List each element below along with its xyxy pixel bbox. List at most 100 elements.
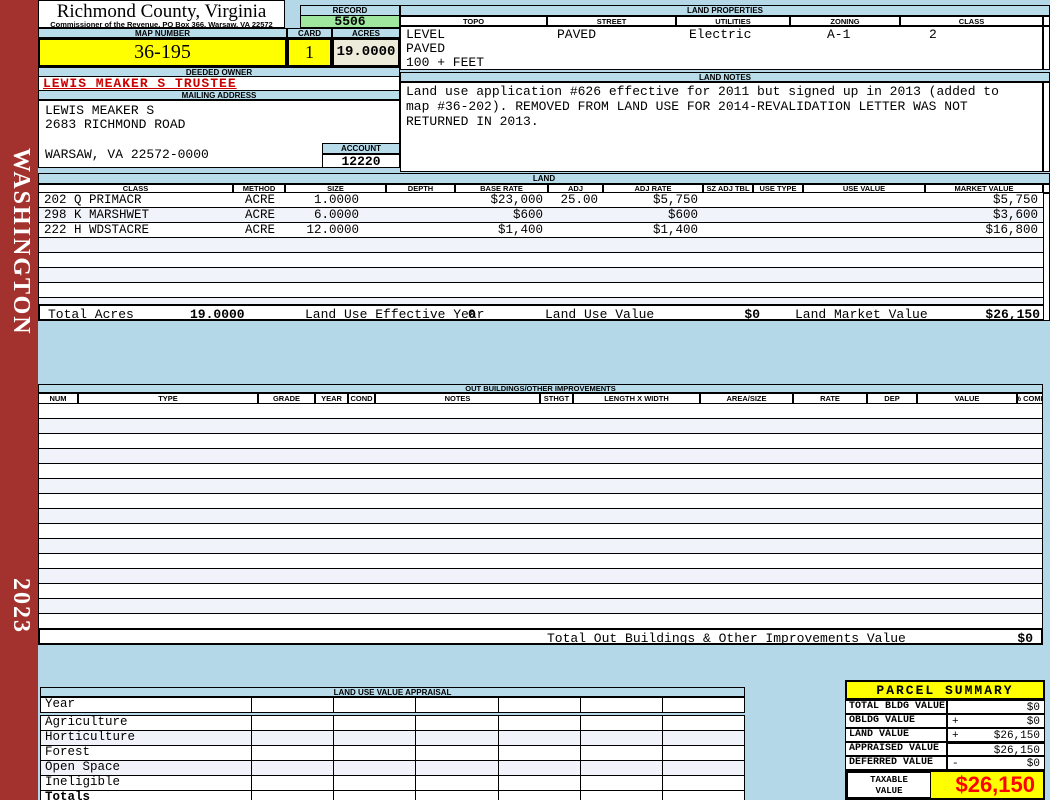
right-margin-cell [1043, 82, 1050, 172]
deeded-owner-row[interactable]: LEWIS MEAKER S TRUSTEE [38, 77, 400, 90]
appraisal-cell[interactable] [581, 716, 663, 730]
appraisal-row-ineligible: Ineligible [40, 775, 745, 791]
appraisal-cell[interactable] [252, 761, 335, 775]
deeded-owner-label: DEEDED OWNER [38, 67, 400, 77]
record-value[interactable]: 5506 [300, 15, 400, 28]
appraisal-cell[interactable] [416, 761, 499, 775]
land-market-value-label: Land Market Value [795, 307, 928, 322]
appraisal-cell[interactable] [252, 776, 335, 790]
acres-value[interactable]: 19.0000 [332, 38, 400, 67]
class-value[interactable]: 2 [929, 27, 937, 42]
land-use-value-label: Land Use Value [545, 307, 655, 322]
land-table-row[interactable]: 202 Q PRIMACR ACRE 1.0000 $23,000 25.00 … [39, 193, 1049, 208]
account-value[interactable]: 12220 [322, 154, 400, 168]
ps-row-value: $0 [1026, 758, 1040, 770]
land-table-row[interactable]: 298 K MARSHWET ACRE 6.0000 $600 $600 $3,… [39, 208, 1049, 223]
ob-col-cond: COND [348, 393, 375, 404]
appraisal-cell[interactable] [581, 761, 663, 775]
mailing-address-box[interactable]: LEWIS MEAKER S 2683 RICHMOND ROAD WARSAW… [38, 100, 400, 168]
appraisal-cell[interactable] [663, 698, 744, 712]
cell-class: 222 H WDSTACRE [44, 222, 150, 237]
appraisal-cell[interactable] [581, 698, 663, 712]
outbuildings-totals-row: Total Out Buildings & Other Improvements… [38, 628, 1043, 646]
appraisal-cell[interactable] [499, 698, 581, 712]
map-number-value[interactable]: 36-195 [38, 38, 287, 67]
land-col-adj-rate: ADJ RATE [603, 184, 703, 193]
appraisal-cell[interactable] [334, 761, 417, 775]
appraisal-cell[interactable] [416, 698, 499, 712]
land-properties-values-box: LEVEL PAVED 100 + FEET PAVED Electric A-… [400, 26, 1043, 70]
ob-col-dep: DEP [867, 393, 917, 404]
ob-col-rate: RATE [793, 393, 867, 404]
card-value[interactable]: 1 [287, 38, 332, 67]
appraisal-cell[interactable] [416, 716, 499, 730]
deeded-owner-value: LEWIS MEAKER S TRUSTEE [43, 76, 237, 91]
ob-col-sthgt: STHGT [540, 393, 573, 404]
land-properties-col-utilities: UTILITIES [676, 16, 790, 26]
appraisal-cell[interactable] [334, 746, 417, 760]
land-notes-box[interactable]: Land use application #626 effective for … [400, 82, 1043, 172]
topo-value[interactable]: LEVEL [406, 27, 446, 42]
appraisal-cell[interactable] [252, 746, 335, 760]
right-margin-cell [1043, 26, 1050, 70]
appraisal-row-horticulture: Horticulture [40, 730, 745, 746]
map-number-label: MAP NUMBER [38, 28, 287, 38]
appraisal-cell[interactable] [252, 716, 335, 730]
ob-col-num: NUM [38, 393, 78, 404]
ps-row-value: $0 [1026, 716, 1040, 728]
appraisal-row-agriculture: Agriculture [40, 715, 745, 731]
ob-empty-row [39, 494, 1042, 509]
zoning-value[interactable]: A-1 [827, 27, 851, 42]
appraisal-cell [334, 791, 417, 800]
outbuildings-title: OUT BUILDINGS/OTHER IMPROVEMENTS [38, 384, 1043, 393]
land-col-depth: DEPTH [386, 184, 455, 193]
appraisal-cell[interactable] [663, 716, 744, 730]
ps-row-sign: - [952, 758, 959, 770]
appraisal-row-open-space: Open Space [40, 760, 745, 776]
appraisal-cell[interactable] [499, 716, 581, 730]
appraisal-cell [663, 791, 744, 800]
appraisal-row-label: Ineligible [41, 776, 252, 790]
cell-base-rate: $23,000 [490, 192, 543, 207]
topo-value[interactable]: 100 + FEET [406, 55, 485, 70]
appraisal-cell[interactable] [416, 776, 499, 790]
sidebar: WASHINGTON 2023 [0, 0, 38, 800]
land-notes-line: Land use application #626 effective for … [406, 84, 999, 99]
appraisal-cell[interactable] [252, 731, 335, 745]
right-margin-cell [1043, 184, 1050, 193]
land-table-row[interactable]: 222 H WDSTACRE ACRE 12.0000 $1,400 $1,40… [39, 223, 1049, 238]
appraisal-cell[interactable] [663, 746, 744, 760]
appraisal-cell[interactable] [581, 746, 663, 760]
appraisal-cell[interactable] [663, 776, 744, 790]
utilities-value[interactable]: Electric [689, 27, 752, 42]
land-properties-col-topo: TOPO [400, 16, 547, 26]
appraisal-cell[interactable] [663, 761, 744, 775]
land-notes-line: RETURNED IN 2013. [406, 114, 539, 129]
appraisal-cell[interactable] [581, 731, 663, 745]
outbuildings-header-row: NUM TYPE GRADE YEAR COND NOTES STHGT LEN… [38, 393, 1043, 404]
land-properties-title: LAND PROPERTIES [400, 5, 1050, 16]
account-label: ACCOUNT [322, 143, 400, 154]
appraisal-cell[interactable] [416, 731, 499, 745]
appraisal-cell[interactable] [499, 746, 581, 760]
mailing-address-label: MAILING ADDRESS [38, 90, 400, 100]
appraisal-cell[interactable] [334, 698, 417, 712]
ob-col-year: YEAR [315, 393, 348, 404]
ps-row-sign: + [952, 716, 959, 728]
appraisal-cell[interactable] [334, 776, 417, 790]
appraisal-cell[interactable] [581, 776, 663, 790]
appraisal-cell[interactable] [499, 731, 581, 745]
appraisal-cell[interactable] [499, 761, 581, 775]
appraisal-cell[interactable] [334, 716, 417, 730]
land-table-empty-row [39, 238, 1049, 253]
land-use-value: $0 [744, 307, 760, 322]
appraisal-cell[interactable] [334, 731, 417, 745]
street-value[interactable]: PAVED [557, 27, 597, 42]
appraisal-cell[interactable] [499, 776, 581, 790]
topo-value[interactable]: PAVED [406, 41, 446, 56]
appraisal-cell[interactable] [663, 731, 744, 745]
appraisal-cell[interactable] [252, 698, 335, 712]
ob-empty-row [39, 434, 1042, 449]
land-notes-title: LAND NOTES [400, 72, 1050, 82]
appraisal-cell[interactable] [416, 746, 499, 760]
